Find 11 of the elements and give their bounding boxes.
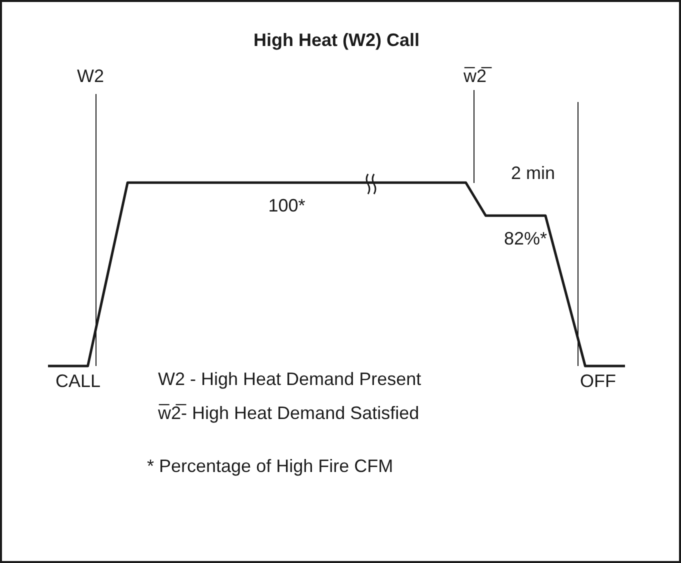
text: OFF [580, 370, 616, 391]
text: W2 [77, 66, 104, 86]
data-label: 100* [268, 196, 306, 216]
chart-title: High Heat (W2) Call [253, 30, 420, 50]
annotation: 2 min [510, 162, 556, 183]
text: * Percentage of High Fire CFM [147, 456, 394, 476]
text: w̅2̅ [462, 66, 492, 86]
text: CALL [55, 370, 101, 391]
data-label: 82%* [504, 228, 548, 249]
text: w̅2̅- High Heat Demand Satisfied [157, 402, 420, 423]
text: W2 - High Heat Demand Present [158, 368, 422, 389]
